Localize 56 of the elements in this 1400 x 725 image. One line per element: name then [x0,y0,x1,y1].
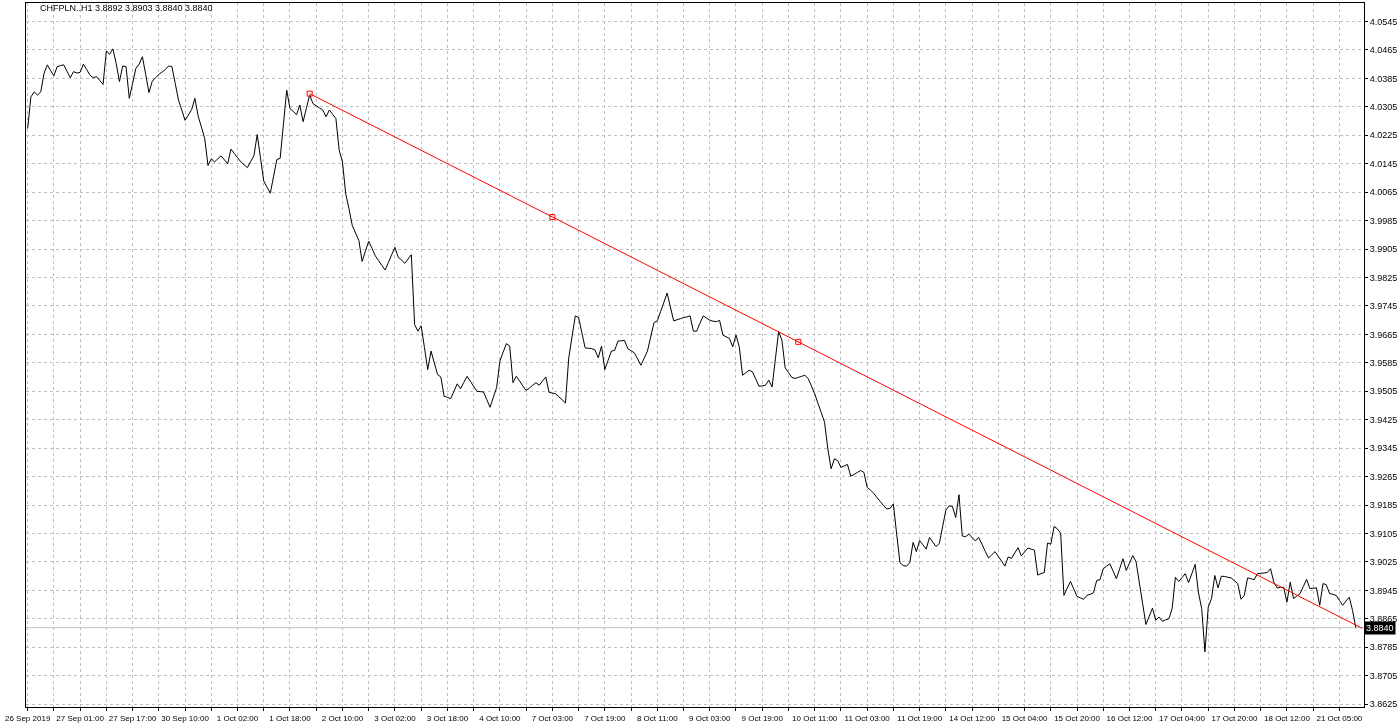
y-tick-label: 4.0225 [1369,130,1398,141]
x-tick-label: 14 Oct 12:00 [949,713,996,723]
x-tick-label: 8 Oct 11:00 [636,713,679,723]
y-tick-label: 3.8625 [1369,699,1398,710]
x-tick-label: 2 Oct 10:00 [321,713,364,723]
x-tick-label: 1 Oct 02:00 [216,713,259,723]
ref-line-label: 3.8840 [1366,623,1394,633]
x-tick-label: 9 Oct 19:00 [741,713,784,723]
y-tick-label: 3.9505 [1369,386,1398,397]
x-tick-label: 9 Oct 03:00 [689,713,731,723]
y-tick-label: 3.9745 [1369,301,1398,312]
x-tick-label: 3 Oct 18:00 [426,713,469,723]
x-tick-label: 26 Sep 2019 [4,713,51,723]
y-tick-label: 3.9425 [1369,414,1398,425]
y-tick-label: 4.0145 [1369,158,1398,169]
y-tick-label: 3.9105 [1369,528,1398,539]
x-tick-label: 17 Oct 04:00 [1159,713,1206,723]
x-tick-label: 27 Sep 17:00 [108,713,157,723]
x-tick-label: 11 Oct 19:00 [897,713,943,723]
y-tick-label: 3.8705 [1369,670,1398,681]
y-tick-label: 3.9585 [1369,357,1398,368]
y-tick-label: 3.8785 [1369,642,1398,653]
y-tick-label: 4.0065 [1369,187,1398,198]
x-tick-label: 27 Sep 01:00 [56,713,105,723]
point [549,214,556,221]
point [795,338,802,345]
x-tick-label: 11 Oct 03:00 [844,713,891,723]
y-tick-label: 3.9345 [1369,443,1398,454]
x-tick-label: 30 Sep 10:00 [161,713,210,723]
x-tick-label: 15 Oct 04:00 [1001,713,1049,723]
y-tick-label: 4.0465 [1369,45,1398,56]
y-tick-label: 4.0305 [1369,101,1398,112]
x-tick-label: 3 Oct 02:00 [374,713,417,723]
y-tick-label: 3.9265 [1369,471,1398,482]
y-tick-label: 3.9025 [1369,557,1398,568]
x-tick-label: 18 Oct 12:00 [1264,713,1311,723]
x-tick-label: 7 Oct 19:00 [584,713,627,723]
chart-title: CHFPLN..H1 3.8892 3.8903 3.8840 3.8840 [40,3,213,14]
y-tick-label: 3.8865 [1369,613,1398,624]
y-tick-label: 3.8945 [1369,585,1398,596]
x-tick-label: 4 Oct 10:00 [479,713,522,723]
y-tick-label: 4.0545 [1369,16,1398,27]
y-tick-label: 3.9905 [1369,244,1398,255]
point [306,90,313,97]
y-tick-label: 3.9185 [1369,500,1398,511]
y-tick-label: 3.9825 [1369,272,1398,283]
x-tick-label: 21 Oct 05:00 [1316,713,1363,723]
x-tick-label: 10 Oct 11:00 [792,713,838,723]
x-tick-label: 1 Oct 18:00 [269,713,312,723]
y-tick-label: 4.0385 [1369,73,1398,84]
y-tick-label: 3.9985 [1369,215,1398,226]
x-tick-label: 17 Oct 20:00 [1211,713,1258,723]
x-tick-label: 15 Oct 20:00 [1054,713,1101,723]
x-tick-label: 16 Oct 12:00 [1106,713,1153,723]
x-tick-label: 7 Oct 03:00 [531,713,574,723]
y-tick-label: 3.9665 [1369,329,1398,340]
